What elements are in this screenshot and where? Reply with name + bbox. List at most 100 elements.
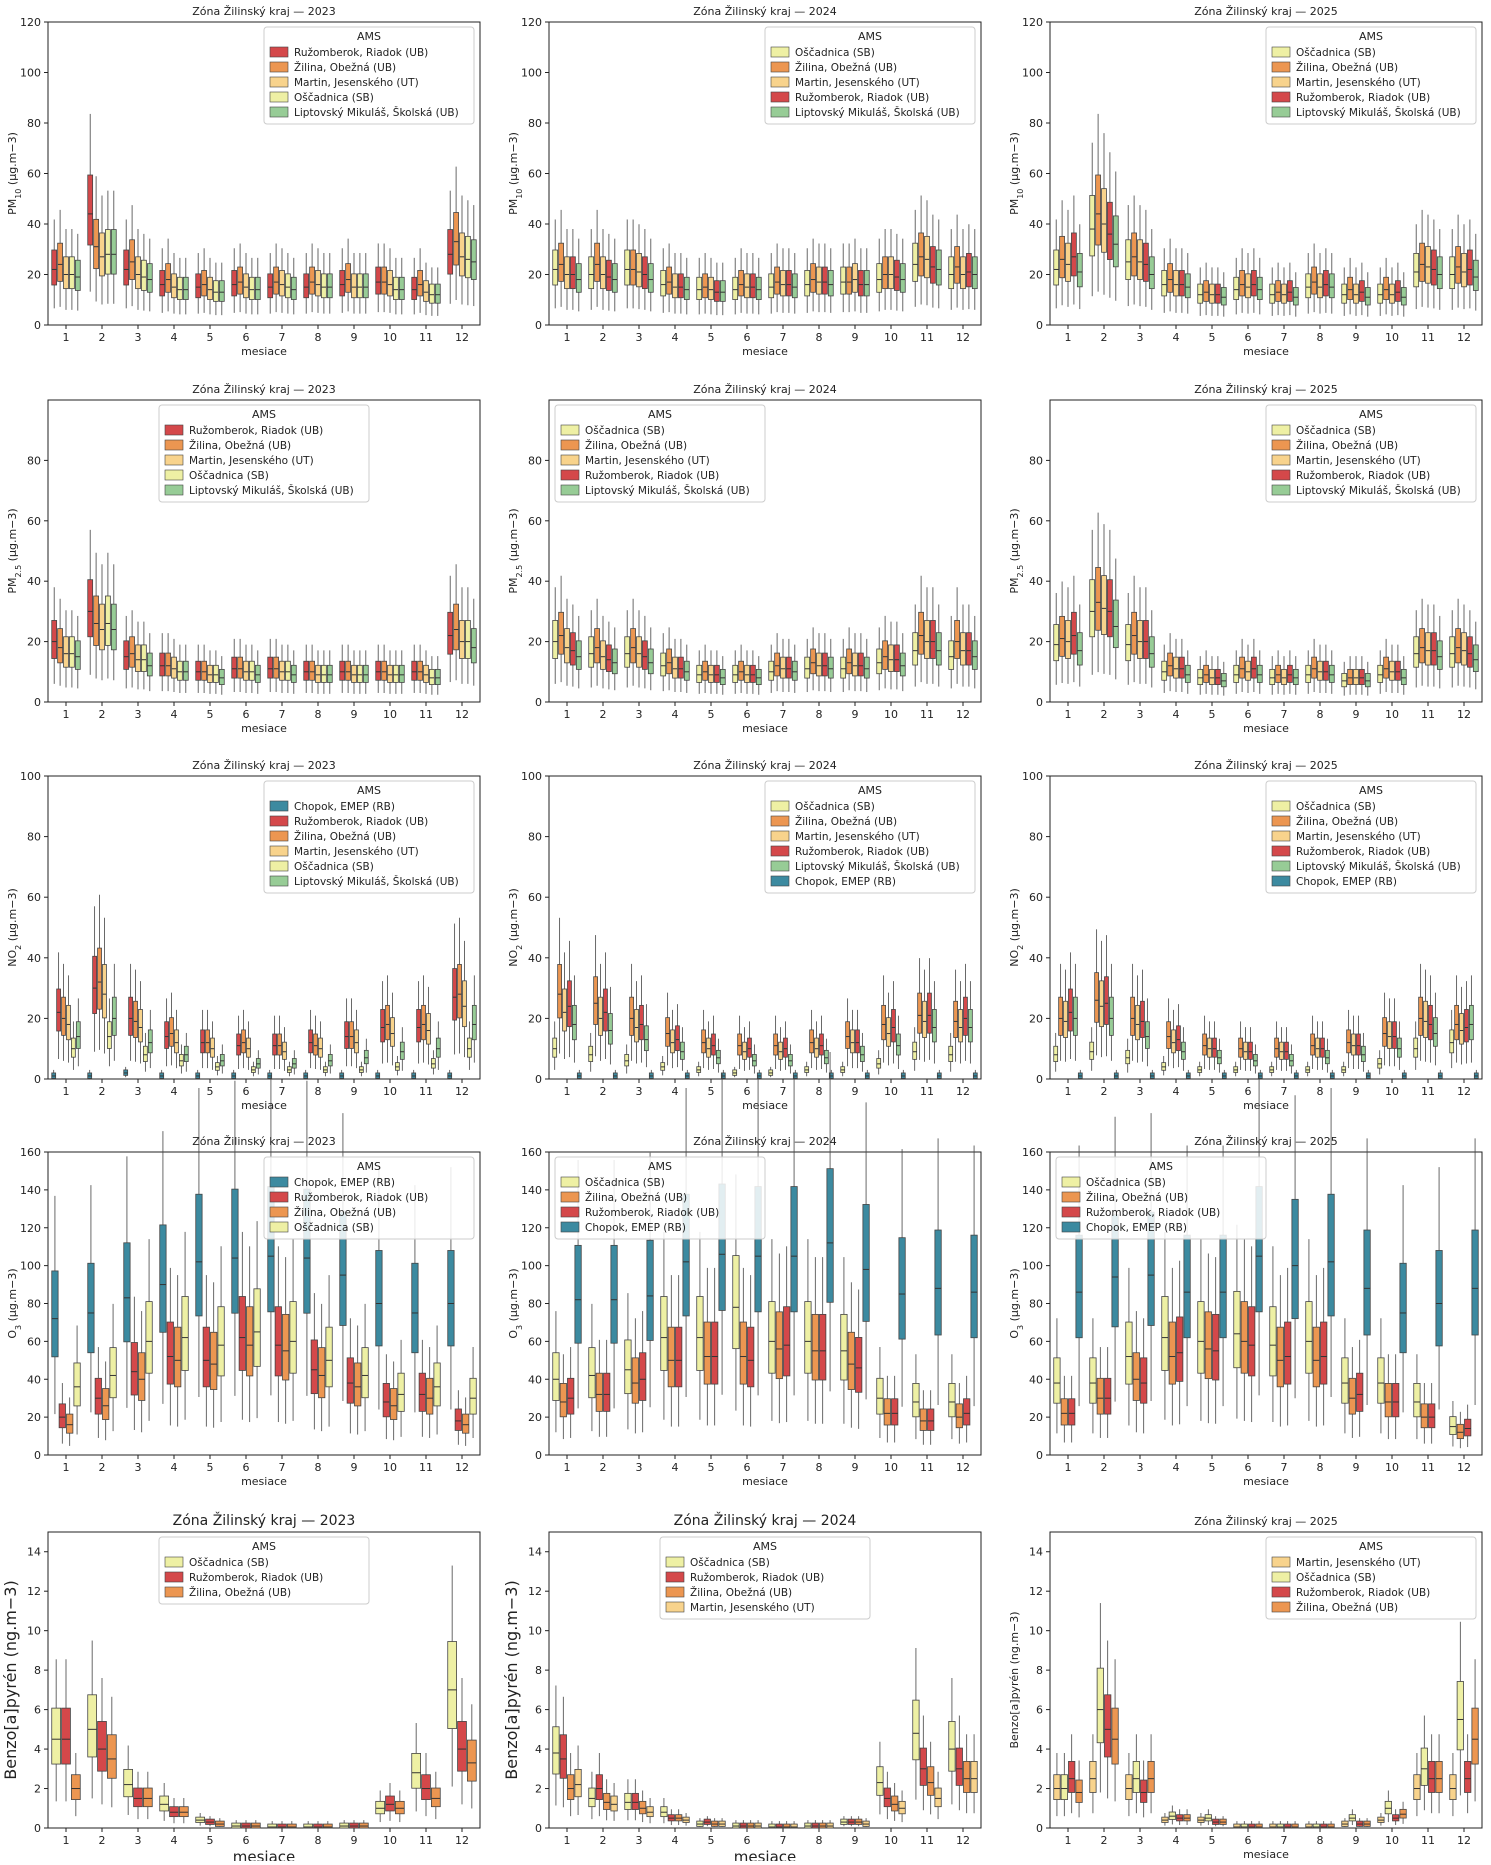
box [1383,656,1389,679]
box [1467,636,1473,668]
x-tick-label: 9 [351,1461,358,1474]
box [786,270,792,297]
box [672,273,678,299]
box [385,1004,390,1041]
box [73,1362,81,1407]
box [321,664,327,683]
y-axis-label: O3 (µg.m−3) [6,1268,23,1338]
box [434,668,441,686]
box [1431,249,1437,286]
chart-panel-5: Zóna Žilinský kraj — 2024 0 20 40 60 80 PM2.5 … [507,383,982,735]
legend-frame [158,1536,370,1605]
legend-frame [764,26,976,125]
box [94,1377,102,1415]
legend-swatch [665,1601,685,1613]
box [819,1033,824,1056]
box [791,273,798,299]
box [130,1342,138,1396]
box [953,1000,958,1038]
legend-swatch [1061,1206,1081,1218]
box [1233,664,1240,683]
x-tick-label: 6 [243,331,250,344]
box [1137,620,1143,659]
box [1135,1004,1140,1041]
box [421,1774,431,1800]
y-tick-label: 10 [528,1625,542,1638]
legend-label: Žilina, Obežná (UB) [1296,439,1398,452]
box [680,1041,685,1060]
box [354,1362,362,1407]
box [1464,1418,1472,1437]
box [917,992,922,1034]
box [385,1795,395,1812]
legend-label: Chopok, EMEP (RB) [294,1177,395,1189]
box [1384,1800,1392,1815]
box [207,664,213,683]
y-tick-label: 100 [521,770,542,783]
box [1094,972,1099,1023]
box [876,263,883,293]
box [1428,1761,1436,1793]
box [1431,632,1437,666]
x-tick-label: 6 [744,331,751,344]
box [824,1049,829,1065]
box [948,256,955,290]
legend-frame [158,404,370,503]
box [768,273,775,299]
x-tick-label: 8 [1317,708,1324,721]
x-tick-label: 4 [1173,1834,1180,1847]
box [105,595,111,646]
box [195,1193,203,1317]
legend-swatch [269,1176,289,1188]
box [238,1296,246,1371]
box [1449,1416,1457,1435]
x-tick-label: 5 [708,331,715,344]
x-tick-label: 4 [171,708,178,721]
legend-label: Ružomberok, Riadok (UB) [1296,92,1430,104]
y-tick-label: 80 [27,831,41,844]
box [447,229,454,275]
x-tick-label: 5 [1209,331,1216,344]
legend-label: Žilina, Obežná (UB) [585,1191,687,1204]
box [594,242,600,282]
box [397,1372,405,1412]
box [145,1301,153,1374]
box [1053,249,1060,286]
box [1131,232,1137,277]
box [1173,656,1179,679]
box [289,1301,297,1374]
box [606,259,612,291]
box [357,273,363,299]
box [714,664,720,683]
box [1058,996,1063,1036]
box [570,256,576,290]
legend-label: Chopok, EMEP (RB) [1296,876,1397,888]
legend-swatch [164,484,184,496]
legend-swatch [560,1221,580,1233]
y-tick-label: 4 [34,1743,41,1756]
box [1353,283,1359,304]
box [1269,668,1276,686]
box [624,636,631,668]
box [1461,253,1467,288]
box [1220,673,1227,688]
box [1289,1054,1294,1067]
box [552,1352,560,1401]
x-tick-label: 7 [279,708,286,721]
box [457,1721,467,1772]
x-tick-label: 7 [780,1834,787,1847]
y-tick-label: 40 [528,952,542,965]
box [237,266,243,295]
x-tick-label: 1 [63,1834,70,1847]
x-tick-label: 12 [1457,708,1471,721]
x-tick-label: 9 [1353,1085,1360,1098]
x-tick-label: 6 [744,1085,751,1098]
box [1323,270,1329,297]
box [732,664,739,683]
y-tick-label: 60 [27,891,41,904]
y-axis-label: O3 (µg.m−3) [507,1268,524,1338]
x-tick-label: 12 [455,708,469,721]
box [433,1362,441,1407]
box [963,1761,971,1793]
box [564,628,570,664]
